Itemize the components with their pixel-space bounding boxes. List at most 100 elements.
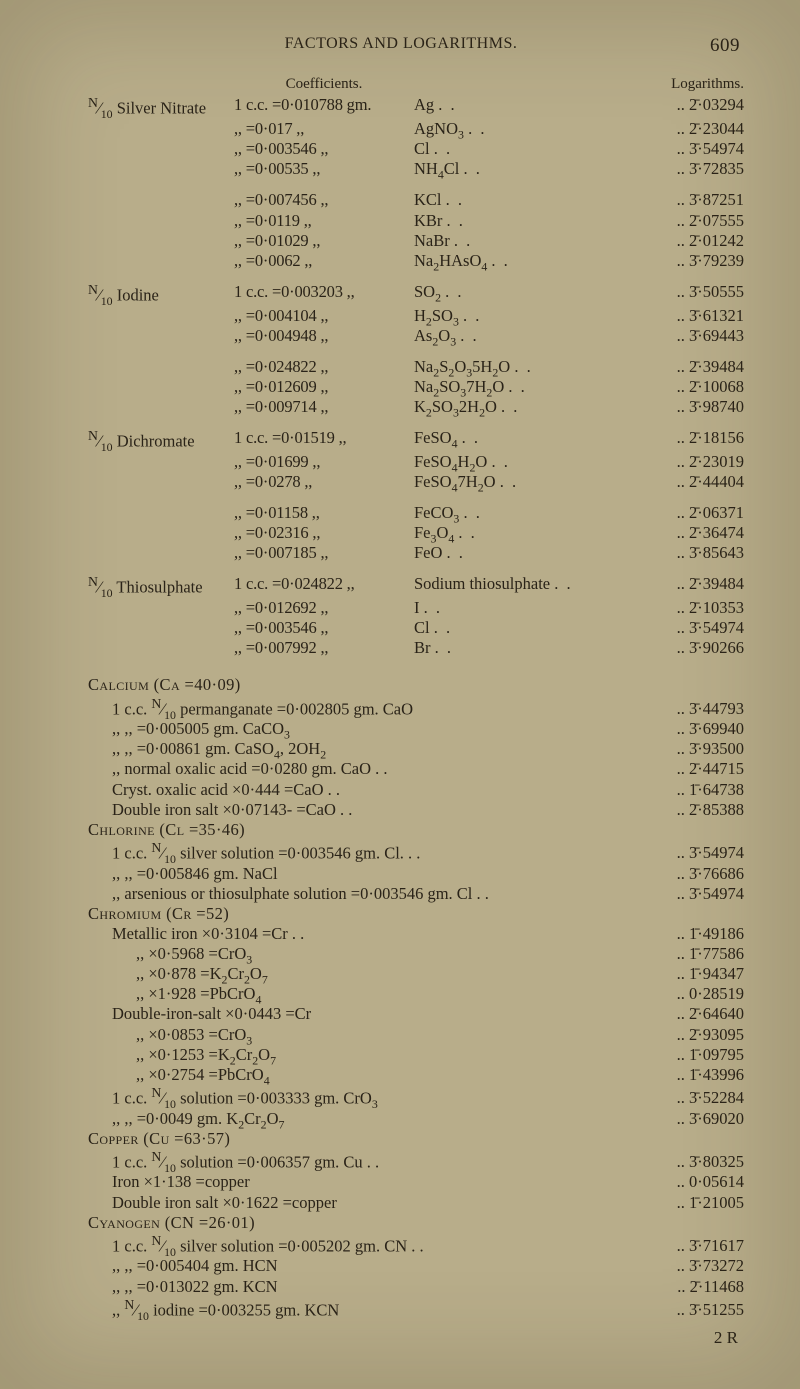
line-log: .. 2̄·44715 bbox=[656, 759, 744, 779]
table-row: ,, =0·0119 ,,KBr . ... 2̄·07555 bbox=[88, 211, 744, 231]
line-log: .. 0·28519 bbox=[656, 984, 744, 1004]
table-header: Coefficients. Logarithms. bbox=[88, 75, 744, 95]
coefficient: 1 c.c. =0·01519 ,, bbox=[234, 428, 414, 452]
text-line: ,, ,, =0·005005 gm. CaCO3.. 3̄·69940 bbox=[88, 719, 744, 739]
line-log: .. 1̄·21005 bbox=[656, 1193, 744, 1213]
substance-label bbox=[88, 159, 234, 179]
line-log: .. 3̄·76686 bbox=[656, 864, 744, 884]
table-row: ,, =0·009714 ,,K2SO32H2O . ... 3̄·98740 bbox=[88, 397, 744, 417]
line-text: Cryst. oxalic acid ×0·444 =CaO . . bbox=[88, 780, 656, 800]
line-text: 1 c.c. N⁄10 permanganate =0·002805 gm. C… bbox=[88, 696, 656, 720]
group-gap bbox=[88, 271, 744, 282]
group-gap bbox=[88, 492, 744, 503]
logarithm: .. 3̄·87251 bbox=[656, 190, 744, 210]
compound: NaBr . . bbox=[414, 231, 656, 251]
line-text: 1 c.c. N⁄10 solution =0·006357 gm. Cu . … bbox=[88, 1149, 656, 1173]
table-row: N⁄10 Silver Nitrate1 c.c. =0·010788 gm.A… bbox=[88, 95, 744, 119]
text-line: Chlorine (Cl =35·46) bbox=[88, 820, 744, 840]
coefficient: ,, =0·007185 ,, bbox=[234, 543, 414, 563]
substance-label bbox=[88, 251, 234, 271]
compound: NH4Cl . . bbox=[414, 159, 656, 179]
coefficient: ,, =0·00535 ,, bbox=[234, 159, 414, 179]
running-title: FACTORS AND LOGARITHMS. bbox=[285, 35, 518, 52]
text-line: Double-iron-salt ×0·0443 =Cr.. 2̄·64640 bbox=[88, 1004, 744, 1024]
compound: Na2HAsO4 . . bbox=[414, 251, 656, 271]
substance-label bbox=[88, 618, 234, 638]
line-log: .. 2̄·93095 bbox=[656, 1025, 744, 1045]
table-row: ,, =0·017 ,,AgNO3 . ... 2̄·23044 bbox=[88, 119, 744, 139]
text-line: 1 c.c. N⁄10 silver solution =0·003546 gm… bbox=[88, 840, 744, 864]
compound: FeSO4 . . bbox=[414, 428, 656, 452]
logarithm: .. 3̄·85643 bbox=[656, 543, 744, 563]
coefficient: ,, =0·0278 ,, bbox=[234, 472, 414, 492]
text-line: Metallic iron ×0·3104 =Cr . ... 1̄·49186 bbox=[88, 924, 744, 944]
logarithm: .. 3̄·69443 bbox=[656, 326, 744, 346]
logarithm: .. 2̄·10353 bbox=[656, 598, 744, 618]
logarithm: .. 2̄·18156 bbox=[656, 428, 744, 452]
compound: FeSO47H2O . . bbox=[414, 472, 656, 492]
table-row: N⁄10 Iodine1 c.c. =0·003203 ,,SO2 . ... … bbox=[88, 282, 744, 306]
compound: KCl . . bbox=[414, 190, 656, 210]
table-row: ,, =0·00535 ,,NH4Cl . ... 3̄·72835 bbox=[88, 159, 744, 179]
logarithm: .. 2̄·23019 bbox=[656, 452, 744, 472]
substance-label: N⁄10 Thiosulphate bbox=[88, 574, 234, 598]
line-text: ,, ×0·1253 =K2Cr2O7 bbox=[88, 1045, 656, 1065]
coefficient: ,, =0·007456 ,, bbox=[234, 190, 414, 210]
line-log: .. 2̄·85388 bbox=[656, 800, 744, 820]
coefficient: ,, =0·012609 ,, bbox=[234, 377, 414, 397]
table-row: ,, =0·004104 ,,H2SO3 . ... 3̄·61321 bbox=[88, 306, 744, 326]
table-row: N⁄10 Thiosulphate1 c.c. =0·024822 ,,Sodi… bbox=[88, 574, 744, 598]
line-log: .. 0·05614 bbox=[656, 1172, 744, 1192]
table-row: ,, =0·003546 ,,Cl . ... 3̄·54974 bbox=[88, 139, 744, 159]
line-log: .. 2̄·64640 bbox=[656, 1004, 744, 1024]
group-gap bbox=[88, 179, 744, 190]
substance-label: N⁄10 Silver Nitrate bbox=[88, 95, 234, 119]
compound: Na2S2O35H2O . . bbox=[414, 357, 656, 377]
substance-label bbox=[88, 326, 234, 346]
text-line: ,, arsenious or thiosulphate solution =0… bbox=[88, 884, 744, 904]
line-text: ,, ×0·878 =K2Cr2O7 bbox=[88, 964, 656, 984]
logarithm: .. 2̄·03294 bbox=[656, 95, 744, 119]
line-text: Metallic iron ×0·3104 =Cr . . bbox=[88, 924, 656, 944]
line-text: Calcium (Ca =40·09) bbox=[88, 675, 656, 695]
table-row: N⁄10 Dichromate1 c.c. =0·01519 ,,FeSO4 .… bbox=[88, 428, 744, 452]
coefficient: ,, =0·0119 ,, bbox=[234, 211, 414, 231]
line-log: .. 3̄·69020 bbox=[656, 1109, 744, 1129]
line-text: Cyanogen (CN =26·01) bbox=[88, 1213, 656, 1233]
logarithm: .. 2̄·23044 bbox=[656, 119, 744, 139]
compound: As2O3 . . bbox=[414, 326, 656, 346]
logarithm: .. 3̄·54974 bbox=[656, 139, 744, 159]
substance-label bbox=[88, 139, 234, 159]
substance-label bbox=[88, 543, 234, 563]
coefficient: ,, =0·01029 ,, bbox=[234, 231, 414, 251]
text-line: Calcium (Ca =40·09) bbox=[88, 675, 744, 695]
logarithm: .. 3̄·90266 bbox=[656, 638, 744, 658]
group-gap bbox=[88, 346, 744, 357]
line-log: .. 3̄·73272 bbox=[656, 1256, 744, 1276]
text-line: 1 c.c. N⁄10 permanganate =0·002805 gm. C… bbox=[88, 696, 744, 720]
logarithm: .. 2̄·07555 bbox=[656, 211, 744, 231]
coefficient: ,, =0·017 ,, bbox=[234, 119, 414, 139]
substance-label bbox=[88, 638, 234, 658]
running-head: FACTORS AND LOGARITHMS. 609 bbox=[88, 34, 744, 57]
coefficient: ,, =0·003546 ,, bbox=[234, 139, 414, 159]
line-text: ,, N⁄10 iodine =0·003255 gm. KCN bbox=[88, 1297, 656, 1321]
line-text: ,, ×1·928 =PbCrO4 bbox=[88, 984, 656, 1004]
compound: Cl . . bbox=[414, 618, 656, 638]
table-row: ,, =0·024822 ,,Na2S2O35H2O . ... 2̄·3948… bbox=[88, 357, 744, 377]
line-log: .. 1̄·43996 bbox=[656, 1065, 744, 1085]
line-log: .. 3̄·71617 bbox=[656, 1236, 744, 1256]
compound: Ag . . bbox=[414, 95, 656, 119]
logarithm: .. 3̄·79239 bbox=[656, 251, 744, 271]
text-line: 1 c.c. N⁄10 silver solution =0·005202 gm… bbox=[88, 1233, 744, 1257]
line-text: Double-iron-salt ×0·0443 =Cr bbox=[88, 1004, 656, 1024]
substance-label bbox=[88, 523, 234, 543]
line-log: .. 1̄·77586 bbox=[656, 944, 744, 964]
substance-label bbox=[88, 306, 234, 326]
compound: SO2 . . bbox=[414, 282, 656, 306]
coeff-header: Coefficients. bbox=[234, 75, 414, 95]
line-log: .. 1̄·09795 bbox=[656, 1045, 744, 1065]
text-line: Chromium (Cr =52) bbox=[88, 904, 744, 924]
text-line: ,, ,, =0·005846 gm. NaCl.. 3̄·76686 bbox=[88, 864, 744, 884]
factors-table: Coefficients. Logarithms. N⁄10 Silver Ni… bbox=[88, 75, 744, 669]
